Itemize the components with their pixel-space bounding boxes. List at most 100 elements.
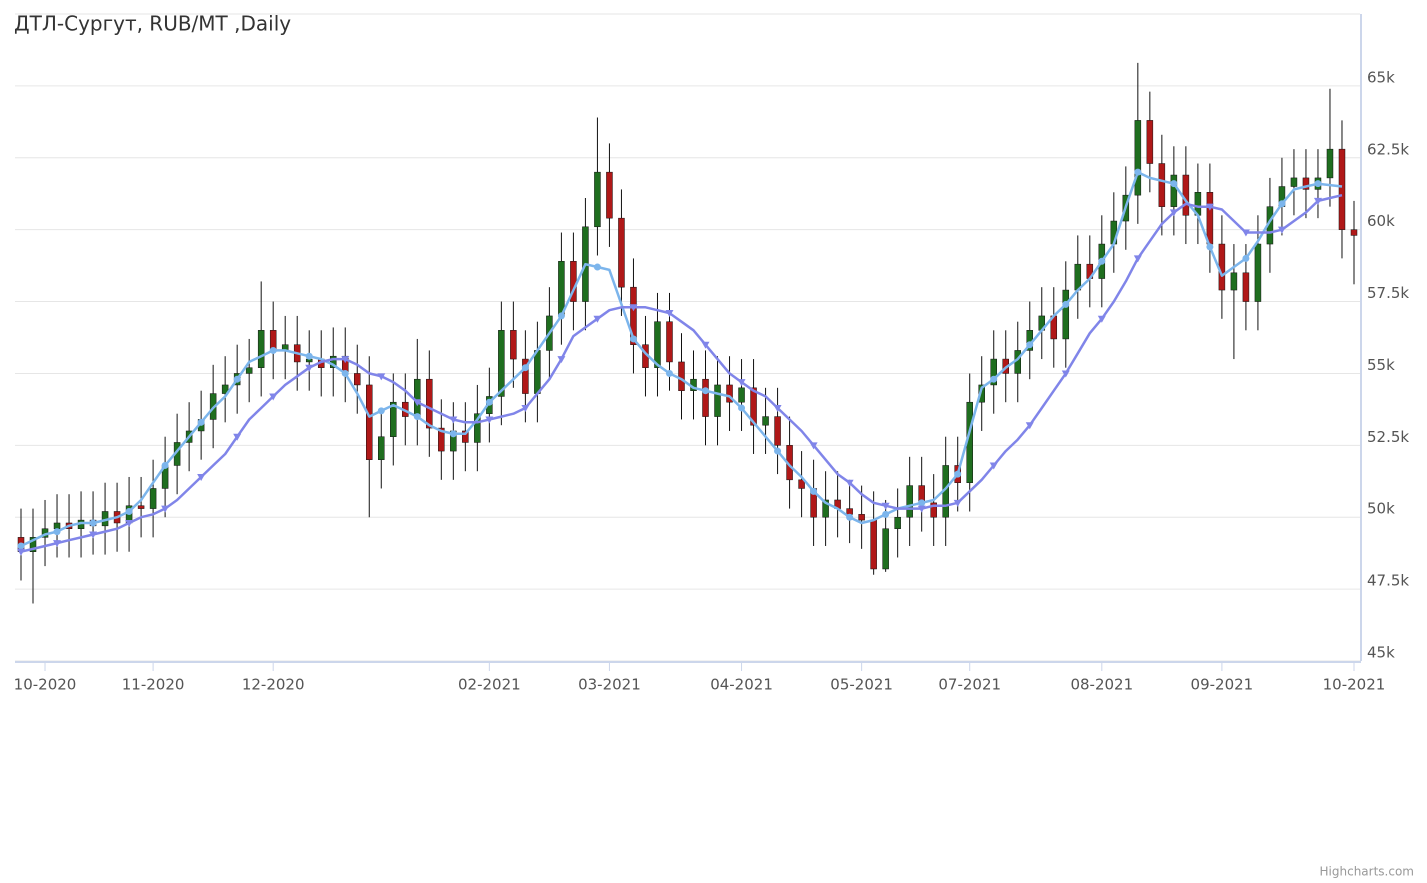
line-marker [882,510,890,518]
candle-body [1230,272,1238,291]
candle-body [1242,272,1250,302]
x-tick-label: 08-2021 [1070,676,1133,694]
candle-body [726,384,733,403]
line-marker [413,399,422,407]
x-tick-label: 09-2021 [1191,676,1254,694]
line-marker [1062,300,1070,308]
line-marker [989,462,998,470]
candle-body [798,479,805,489]
x-tick-label: 03-2021 [578,676,641,694]
line-marker [846,513,854,521]
candle-body [1062,289,1070,340]
candle-body [1350,229,1358,236]
line-marker [1134,168,1142,176]
line-marker [521,404,530,412]
line-marker [954,470,962,478]
candle-body [858,514,865,521]
line-marker [845,479,854,487]
line-marker [53,540,62,548]
candle-body [594,171,601,228]
candle-body [1182,174,1190,216]
x-tick-label: 10-2021 [1323,676,1386,694]
line-marker [737,379,746,387]
candle-body [894,516,901,529]
candle-body [245,367,253,374]
x-tick-label: 04-2021 [710,676,773,694]
y-tick-label: 57.5k [1367,284,1409,302]
line-marker [341,369,349,377]
x-tick-label: 07-2021 [938,676,1001,694]
line-marker [738,404,746,412]
candle-body [558,261,565,317]
candle-body [1074,263,1082,291]
candle-body [462,430,469,443]
line-marker [1277,226,1286,234]
moving-average-line [20,170,1343,548]
candle-body [1338,148,1346,230]
candle-body [329,355,337,368]
line-marker [810,487,818,495]
line-marker [233,375,241,383]
line-marker [305,352,313,360]
candle-body [930,502,937,518]
line-marker [269,346,277,354]
line-marker [1313,197,1322,205]
line-marker [702,387,710,395]
line-marker [89,531,98,539]
line-marker [17,542,25,550]
line-marker [485,398,493,406]
candle-body [990,358,997,386]
y-tick-label: 50k [1367,500,1395,518]
candle-body [426,378,433,429]
y-tick-label: 55k [1367,356,1395,374]
line-marker [701,341,710,349]
line-marker [125,507,133,515]
line-marker [665,310,674,318]
candle-body [366,384,373,460]
candle-body [846,508,853,515]
candle-body [678,361,685,391]
candle-body [618,217,625,288]
line-marker [449,430,457,438]
line-marker [665,369,673,377]
line-marker [1133,255,1142,263]
candle-body [438,427,445,452]
candle-body [822,499,829,518]
candle-body [702,378,709,417]
candle-body [414,378,421,417]
line-marker [377,373,386,381]
candle-body [474,413,481,443]
moving-average-line [20,193,1343,553]
y-tick-label: 47.5k [1367,572,1409,590]
line-marker [809,442,818,450]
x-tick-label: 02-2021 [458,676,521,694]
candle-body [654,321,661,368]
line-marker [1314,180,1322,188]
line-marker [629,335,637,343]
candle-body [390,401,397,437]
line-marker [557,312,565,320]
candle-body [510,330,517,360]
y-tick-label: 62.5k [1367,140,1409,158]
line-marker [881,502,890,510]
candle-body [53,522,61,529]
line-marker [377,407,385,415]
line-marker [269,393,278,401]
line-marker [449,416,458,424]
candle-body [714,384,721,417]
line-marker [990,375,998,383]
line-marker [341,356,350,364]
line-marker [1169,209,1178,217]
line-marker [774,447,782,455]
candle-body [137,505,145,509]
candle-body [774,416,781,446]
line-marker [629,304,638,312]
line-marker [1098,257,1106,265]
credits[interactable]: Highcharts.com [1320,865,1414,879]
line-marker [125,519,134,527]
candle-body [498,330,505,397]
line-marker [593,263,601,271]
line-marker [485,416,494,424]
candle-body [257,330,265,368]
line-marker [89,519,97,527]
